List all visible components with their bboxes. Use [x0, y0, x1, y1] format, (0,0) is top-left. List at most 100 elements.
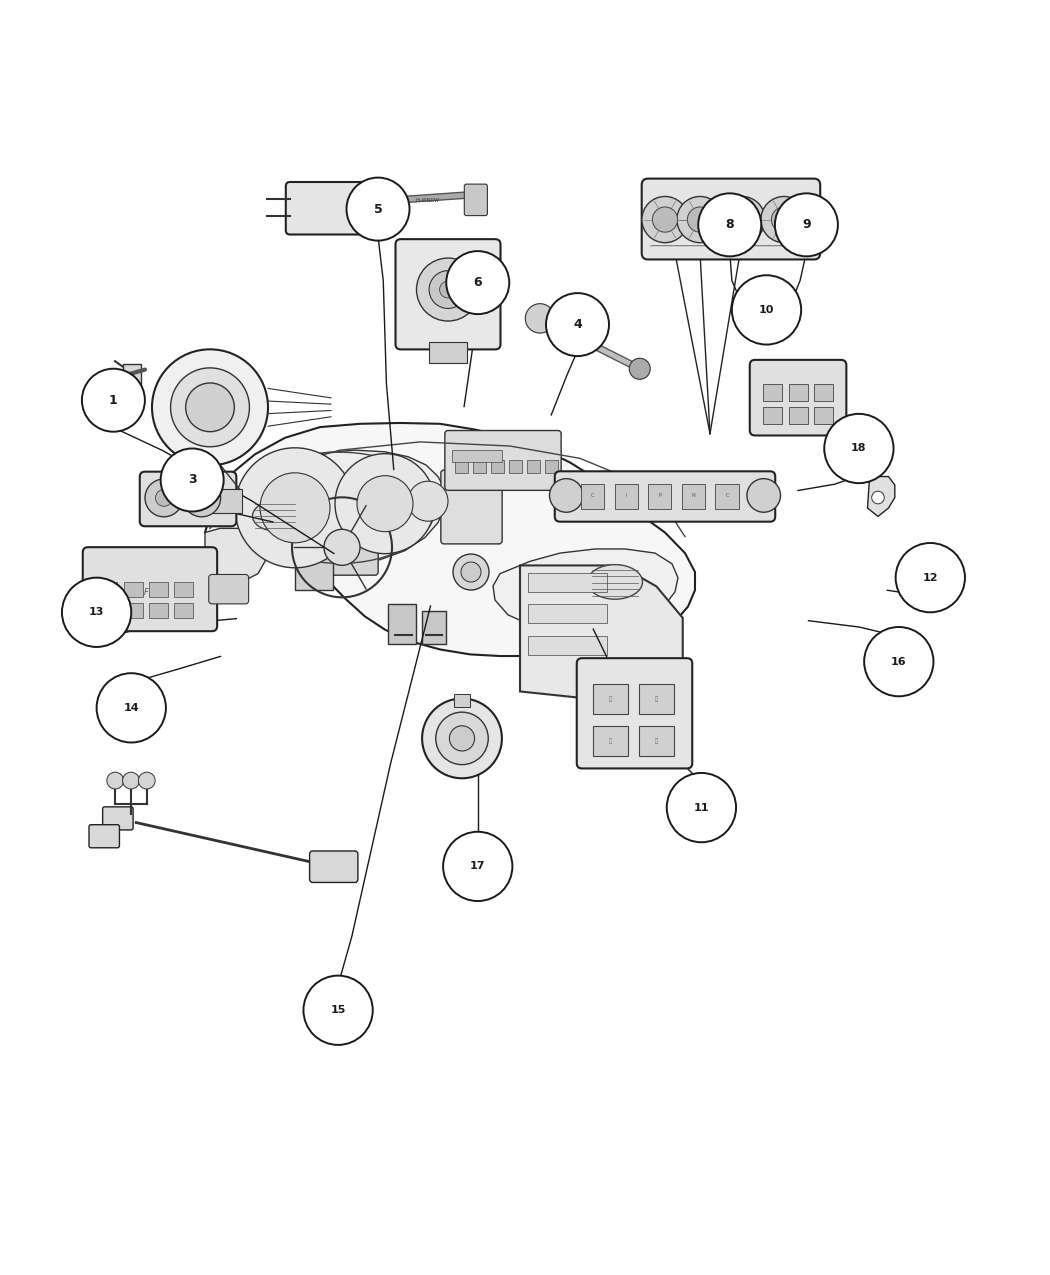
- FancyBboxPatch shape: [445, 431, 561, 491]
- Bar: [528, 636, 607, 654]
- FancyBboxPatch shape: [89, 825, 120, 848]
- Polygon shape: [205, 528, 265, 581]
- Bar: [681, 484, 705, 509]
- Text: 3: 3: [188, 473, 196, 487]
- Circle shape: [346, 177, 410, 241]
- Bar: [614, 484, 637, 509]
- Text: 13: 13: [89, 607, 104, 617]
- Text: i: i: [626, 493, 627, 499]
- Text: N: N: [692, 493, 695, 499]
- FancyBboxPatch shape: [83, 547, 217, 631]
- Text: 9: 9: [802, 218, 811, 231]
- Bar: [455, 460, 468, 473]
- Circle shape: [449, 725, 475, 751]
- Circle shape: [549, 478, 583, 513]
- Circle shape: [193, 490, 210, 506]
- Bar: [715, 484, 738, 509]
- Circle shape: [775, 194, 838, 256]
- Text: 16: 16: [891, 657, 906, 667]
- Circle shape: [747, 478, 780, 513]
- Text: 1: 1: [109, 394, 118, 407]
- Circle shape: [335, 454, 435, 553]
- FancyBboxPatch shape: [396, 240, 501, 349]
- Circle shape: [155, 490, 172, 506]
- Circle shape: [642, 196, 688, 242]
- Bar: [452, 450, 502, 463]
- Circle shape: [170, 368, 250, 446]
- Circle shape: [436, 713, 488, 765]
- Bar: [789, 384, 807, 400]
- Circle shape: [688, 207, 713, 232]
- Bar: [149, 603, 168, 617]
- Circle shape: [461, 562, 481, 581]
- Circle shape: [896, 543, 965, 612]
- Circle shape: [440, 282, 457, 298]
- Text: ⬜: ⬜: [655, 696, 658, 703]
- Circle shape: [446, 251, 509, 314]
- Circle shape: [761, 196, 807, 242]
- FancyBboxPatch shape: [209, 575, 249, 604]
- Circle shape: [357, 476, 413, 532]
- Circle shape: [186, 382, 234, 432]
- Ellipse shape: [588, 565, 643, 599]
- Bar: [527, 460, 540, 473]
- Text: C: C: [726, 493, 729, 499]
- Circle shape: [303, 975, 373, 1046]
- FancyBboxPatch shape: [750, 360, 846, 436]
- Bar: [638, 727, 674, 756]
- Circle shape: [324, 529, 360, 565]
- Bar: [789, 407, 807, 423]
- Circle shape: [629, 358, 650, 379]
- Text: 18: 18: [852, 444, 866, 454]
- Circle shape: [123, 773, 140, 789]
- Circle shape: [698, 194, 761, 256]
- Bar: [174, 581, 193, 597]
- Circle shape: [719, 196, 765, 242]
- Bar: [491, 460, 504, 473]
- FancyBboxPatch shape: [103, 807, 133, 830]
- FancyBboxPatch shape: [642, 179, 820, 259]
- Circle shape: [864, 627, 933, 696]
- Polygon shape: [235, 450, 445, 564]
- FancyBboxPatch shape: [307, 504, 378, 575]
- Text: 14: 14: [124, 703, 139, 713]
- Circle shape: [152, 349, 268, 465]
- Circle shape: [525, 303, 554, 333]
- FancyBboxPatch shape: [554, 472, 775, 521]
- Text: ⬜: ⬜: [655, 738, 658, 743]
- Text: 11: 11: [694, 802, 709, 812]
- Bar: [581, 484, 604, 509]
- Text: P: P: [658, 493, 662, 499]
- Polygon shape: [520, 565, 682, 703]
- Bar: [763, 407, 782, 423]
- Circle shape: [453, 555, 489, 590]
- Bar: [388, 604, 416, 644]
- Bar: [124, 603, 143, 617]
- Circle shape: [161, 449, 224, 511]
- FancyBboxPatch shape: [140, 472, 236, 527]
- Text: 10: 10: [759, 305, 774, 315]
- Circle shape: [82, 368, 145, 432]
- Text: 6: 6: [474, 277, 482, 289]
- Bar: [422, 611, 446, 644]
- Bar: [545, 460, 558, 473]
- Text: C: C: [591, 493, 594, 499]
- FancyBboxPatch shape: [576, 658, 692, 769]
- Text: 8: 8: [726, 218, 734, 231]
- Polygon shape: [205, 423, 695, 657]
- Bar: [454, 695, 470, 706]
- Circle shape: [235, 448, 355, 567]
- Circle shape: [824, 414, 894, 483]
- Circle shape: [107, 773, 124, 789]
- Circle shape: [652, 207, 677, 232]
- Circle shape: [417, 258, 480, 321]
- Circle shape: [422, 699, 502, 778]
- Bar: [472, 460, 486, 473]
- Text: F: F: [143, 588, 148, 597]
- Circle shape: [408, 481, 448, 521]
- Polygon shape: [867, 477, 895, 516]
- Bar: [638, 685, 674, 714]
- Ellipse shape: [252, 501, 297, 530]
- Bar: [295, 537, 333, 590]
- Bar: [814, 384, 833, 400]
